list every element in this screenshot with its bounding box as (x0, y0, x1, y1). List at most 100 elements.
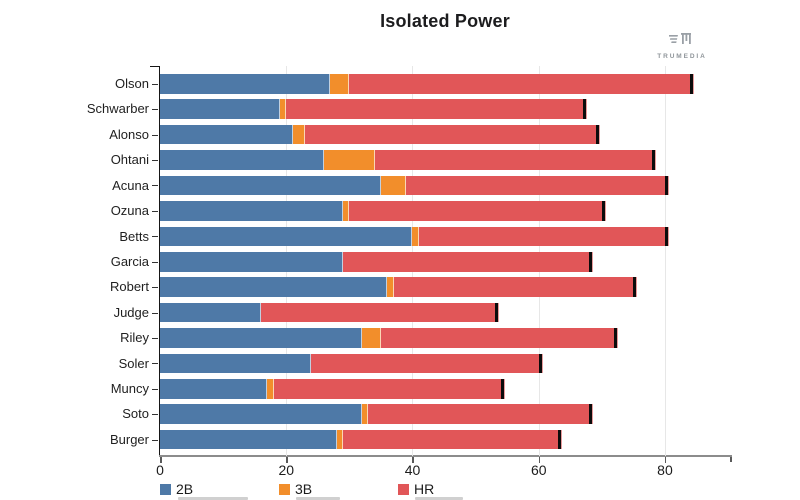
x-axis-tick-40 (412, 457, 414, 463)
bar-segment-hr-garcia[interactable] (343, 251, 590, 272)
bar-segment-2b-burger[interactable] (160, 429, 337, 450)
bar-segment-2b-betts[interactable] (160, 226, 413, 247)
bar-row-soto (160, 404, 594, 425)
bar-endcap (589, 251, 594, 272)
bar-endcap (664, 226, 669, 247)
bar-row-judge (160, 302, 499, 323)
x-axis-tick-80 (664, 457, 667, 463)
cutoff-text-fragment (415, 497, 463, 500)
bar-segment-2b-riley[interactable] (160, 328, 362, 348)
chart-title: Isolated Power (380, 11, 510, 31)
bar-segment-2b-soler[interactable] (160, 353, 312, 374)
y-axis-tick (152, 160, 158, 162)
y-axis-label-ohtani: Ohtani (110, 152, 149, 168)
bar-row-riley (160, 328, 619, 348)
bar-segment-2b-soto[interactable] (160, 404, 362, 425)
bar-endcap (690, 74, 695, 94)
bar-endcap (601, 201, 606, 221)
legend-swatch-3b (279, 483, 290, 495)
y-axis-tick (152, 338, 158, 339)
bar-segment-hr-alonso[interactable] (305, 124, 596, 145)
bar-endcap (589, 404, 594, 425)
bar-segment-3b-ohtani[interactable] (324, 150, 375, 170)
bar-segment-3b-robert[interactable] (387, 277, 394, 297)
bar-row-garcia (160, 251, 594, 272)
bar-row-ozuna (160, 201, 606, 221)
bar-endcap (633, 277, 638, 297)
y-axis-tick (152, 261, 158, 263)
y-axis-label-judge: Judge (113, 304, 149, 320)
bar-endcap (494, 302, 499, 323)
legend-item-3b[interactable]: 3B (279, 482, 312, 496)
legend-label-hr: HR (414, 481, 435, 497)
y-axis-tick (152, 312, 158, 314)
bar-segment-3b-ozuna[interactable] (343, 201, 350, 221)
bar-endcap (652, 150, 657, 170)
bar-row-muncy (160, 379, 505, 399)
y-axis-tick (152, 185, 158, 187)
legend-item-2b[interactable]: 2B (160, 482, 193, 496)
legend-label-2b: 2B (176, 481, 194, 497)
bar-segment-3b-riley[interactable] (361, 328, 381, 348)
y-axis-tick (152, 388, 158, 390)
y-axis-tick (152, 134, 158, 136)
y-axis-label-betts: Betts (119, 228, 149, 244)
legend-label-3b: 3B (295, 481, 313, 497)
bar-endcap (664, 175, 669, 196)
bar-segment-3b-schwarber[interactable] (279, 99, 287, 119)
trumedia-logo: TRUMEDIA (646, 30, 718, 60)
bar-segment-hr-betts[interactable] (418, 226, 665, 247)
bar-segment-2b-ohtani[interactable] (160, 150, 325, 170)
x-axis-tick-label-40: 40 (404, 462, 421, 478)
bar-segment-3b-betts[interactable] (412, 226, 419, 247)
bar-segment-3b-acuna[interactable] (380, 175, 407, 196)
bar-segment-2b-muncy[interactable] (160, 379, 268, 399)
y-axis-label-robert: Robert (109, 279, 149, 295)
y-axis-label-burger: Burger (109, 431, 149, 447)
bar-row-ohtani (160, 150, 657, 170)
y-axis-label-soler: Soler (118, 355, 149, 371)
bar-segment-3b-olson[interactable] (330, 74, 350, 94)
bar-segment-hr-riley[interactable] (380, 328, 615, 348)
y-axis-tick (152, 236, 158, 238)
bar-segment-hr-schwarber[interactable] (286, 99, 583, 119)
bar-segment-hr-muncy[interactable] (273, 379, 501, 399)
bar-segment-3b-burger[interactable] (336, 429, 344, 450)
bar-segment-3b-muncy[interactable] (267, 379, 274, 399)
bar-segment-2b-schwarber[interactable] (160, 99, 280, 119)
bar-segment-hr-judge[interactable] (260, 302, 495, 323)
bar-segment-hr-burger[interactable] (343, 429, 558, 450)
bar-segment-2b-olson[interactable] (160, 74, 331, 94)
bar-segment-hr-olson[interactable] (349, 74, 691, 94)
bar-segment-hr-ohtani[interactable] (374, 150, 653, 170)
bar-segment-2b-ozuna[interactable] (160, 201, 344, 221)
x-axis-tick-label-80: 80 (657, 462, 673, 478)
legend-item-hr[interactable]: HR (398, 482, 434, 496)
cutoff-text-fragment (178, 497, 248, 500)
bar-segment-hr-soto[interactable] (368, 404, 590, 425)
bar-segment-hr-acuna[interactable] (406, 175, 665, 196)
bar-segment-hr-robert[interactable] (393, 277, 634, 297)
bar-segment-2b-acuna[interactable] (160, 175, 381, 196)
bar-segment-2b-garcia[interactable] (160, 251, 344, 272)
bar-segment-3b-alonso[interactable] (292, 124, 306, 145)
bar-segment-3b-soto[interactable] (361, 404, 369, 425)
y-axis-label-schwarber: Schwarber (86, 101, 149, 117)
y-axis-label-acuna: Acuna (112, 177, 149, 193)
x-axis-tick-60 (538, 457, 541, 463)
bar-row-soler (160, 353, 543, 374)
bar-row-robert (160, 277, 638, 297)
x-axis-tick-label-60: 60 (530, 462, 547, 478)
x-axis-tick-label-0: 0 (156, 462, 164, 478)
bar-endcap (538, 353, 543, 374)
bar-segment-2b-alonso[interactable] (160, 124, 293, 145)
y-axis-label-ozuna: Ozuna (110, 203, 149, 219)
bar-segment-hr-soler[interactable] (311, 353, 539, 374)
bar-segment-2b-judge[interactable] (160, 302, 261, 323)
y-axis-label-muncy: Muncy (110, 381, 149, 397)
bar-segment-hr-ozuna[interactable] (349, 201, 602, 221)
bar-segment-2b-robert[interactable] (160, 277, 388, 297)
y-axis-label-riley: Riley (120, 330, 149, 346)
bar-row-acuna (160, 175, 669, 196)
y-axis-tick (152, 414, 158, 416)
